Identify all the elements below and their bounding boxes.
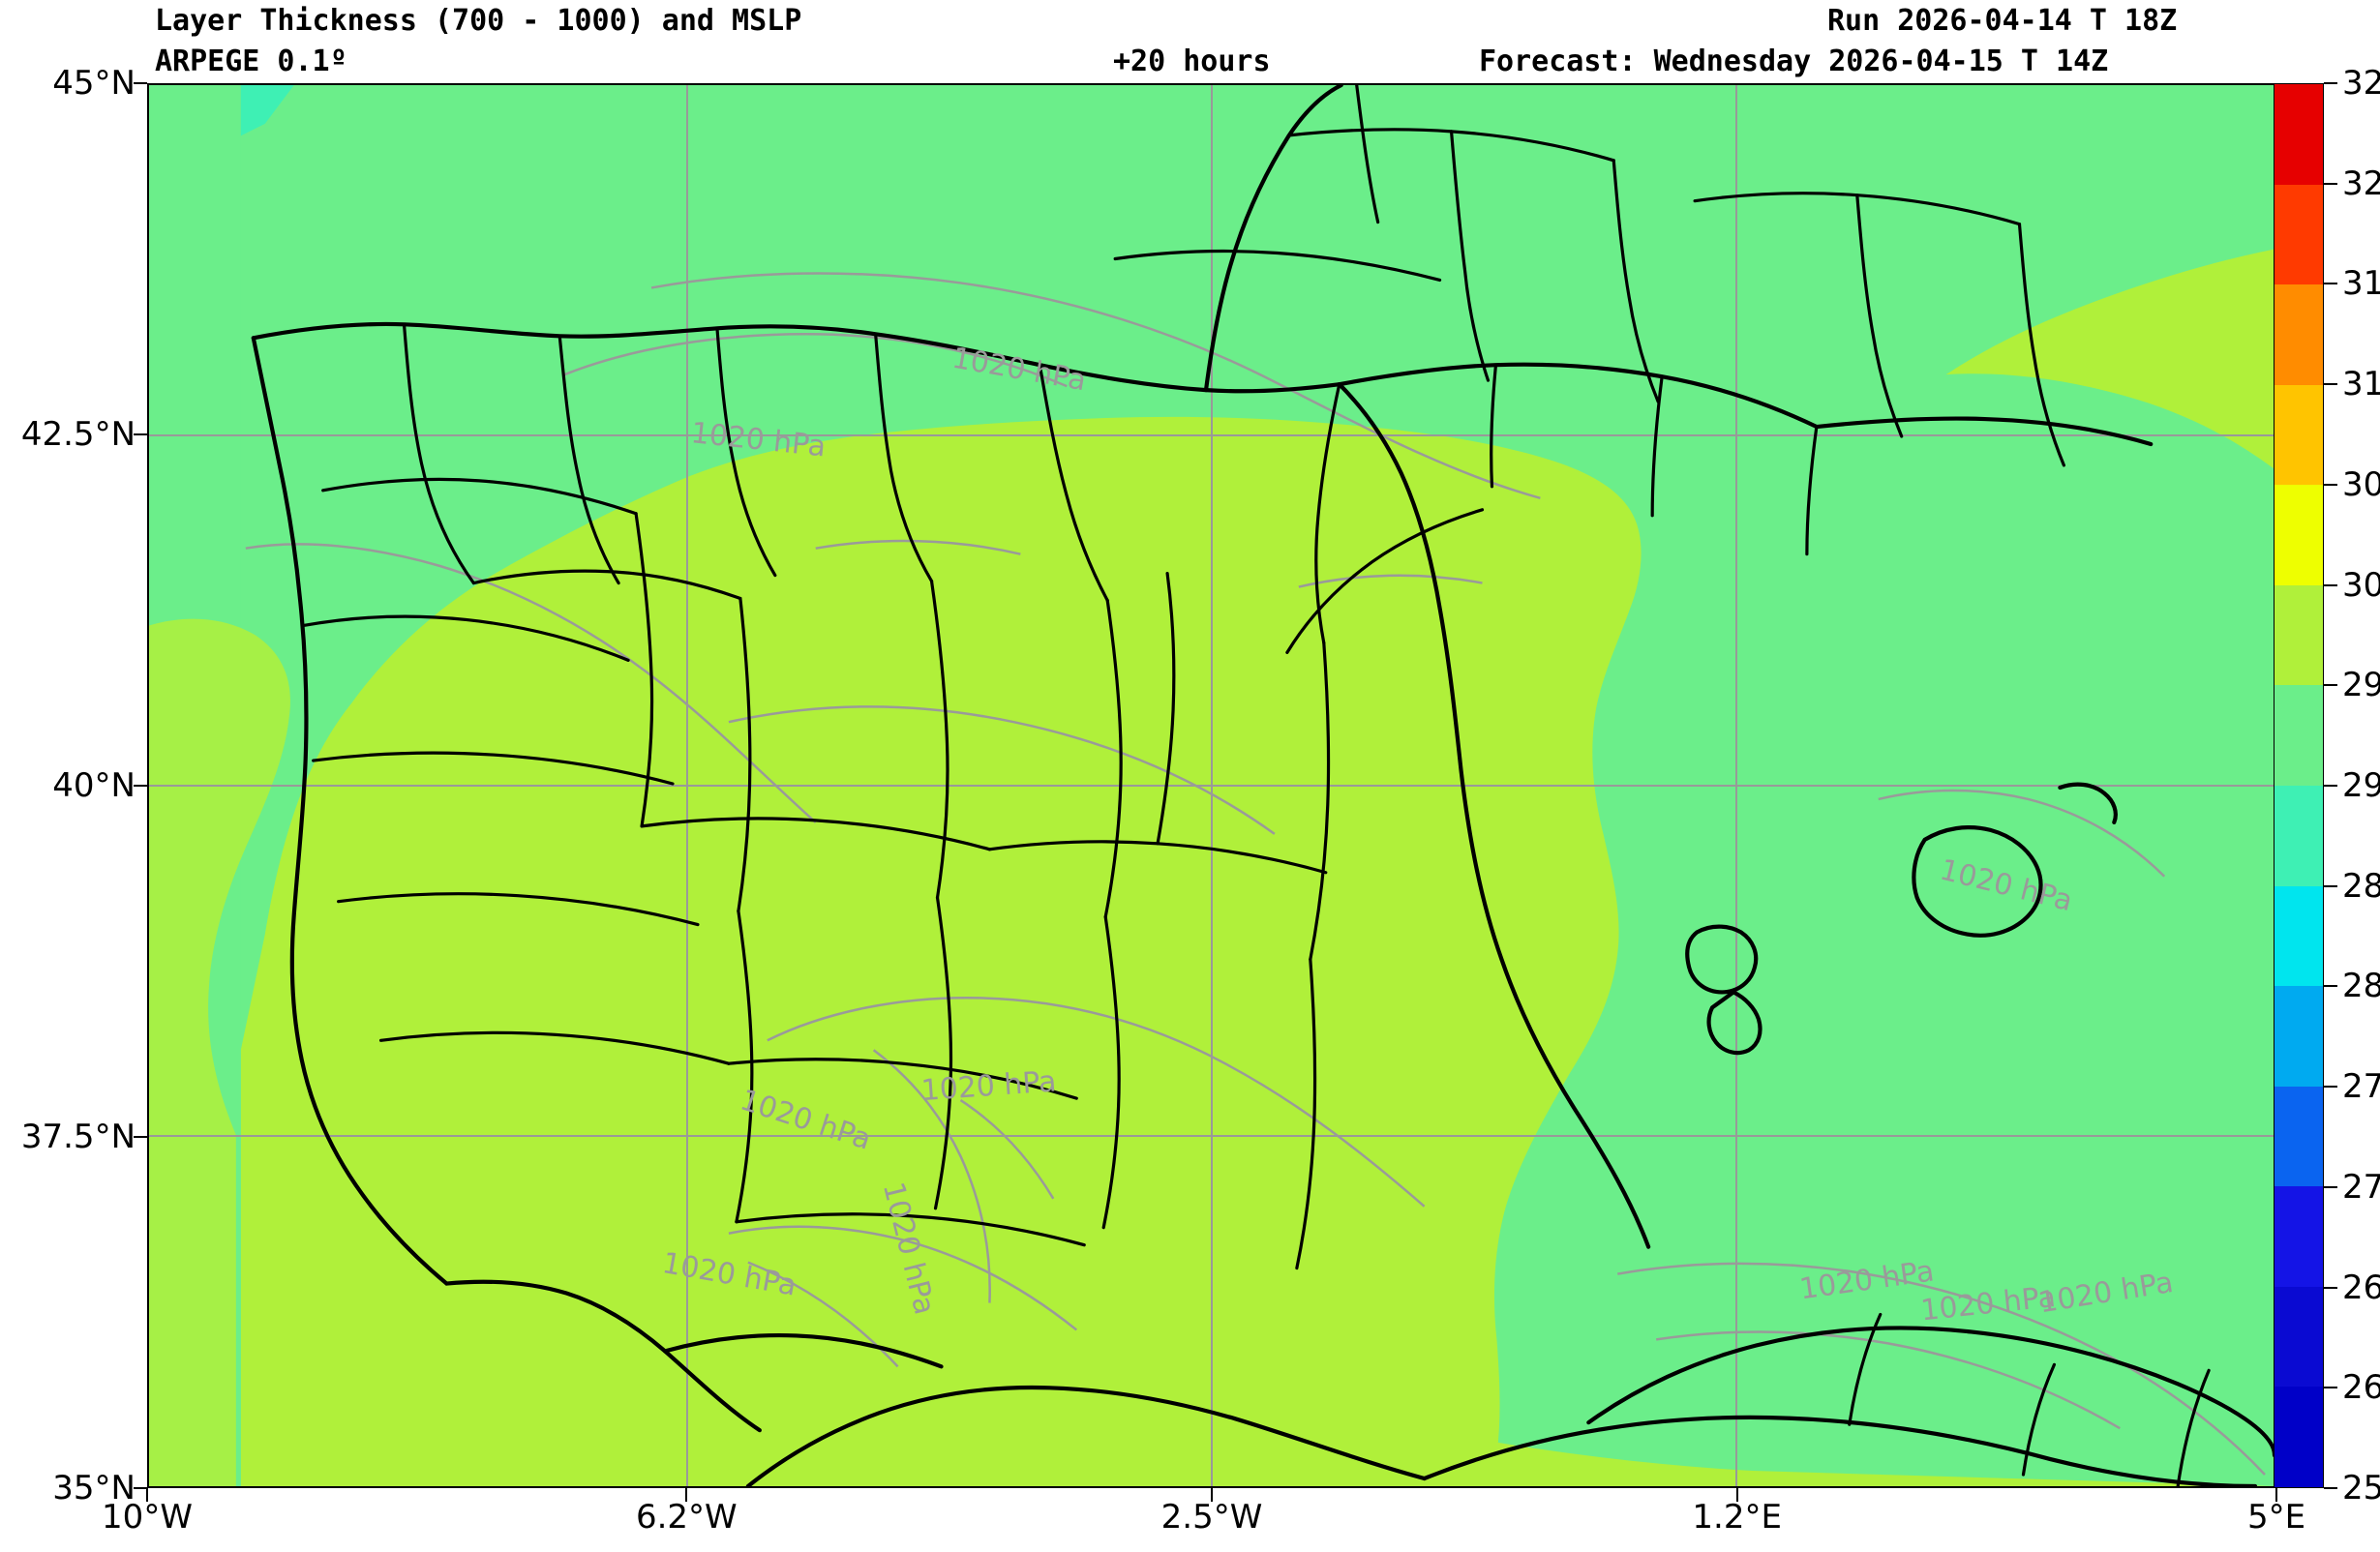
colorbar-tick-label: 255 xyxy=(2342,1469,2380,1507)
latitude-tick-mark xyxy=(134,1136,147,1138)
longitude-tick-label: 10°W xyxy=(102,1498,193,1537)
colorbar-tick-label: 325 xyxy=(2342,64,2380,103)
graticule xyxy=(149,85,2275,1486)
colorbar-tick-label: 320 xyxy=(2342,164,2380,203)
longitude-tick-label: 1.2°E xyxy=(1692,1498,1782,1537)
colorbar-tick-mark xyxy=(2324,884,2337,887)
run-time-label: Run 2026-04-14 T 18Z xyxy=(1827,4,2178,38)
colorbar-segment xyxy=(2275,885,2323,987)
latitude-tick-mark xyxy=(134,82,147,84)
colorbar-segment xyxy=(2275,1186,2323,1287)
colorbar-tick-label: 285 xyxy=(2342,866,2380,906)
colorbar-tick-label: 305 xyxy=(2342,464,2380,504)
colorbar-tick-mark xyxy=(2324,1185,2337,1188)
longitude-tick-label: 6.2°W xyxy=(635,1498,738,1537)
colorbar-tick-mark xyxy=(2324,684,2337,687)
colorbar-tick-mark xyxy=(2324,1286,2337,1289)
colorbar-segment xyxy=(2275,184,2323,285)
colorbar-tick-mark xyxy=(2324,283,2337,285)
colorbar-tick-mark xyxy=(2324,82,2337,84)
thickness-band-africa xyxy=(728,1388,2275,1486)
latitude-tick-mark xyxy=(134,433,147,435)
colorbar-segment xyxy=(2275,986,2323,1087)
latitude-tick-mark xyxy=(134,785,147,787)
colorbar-tick-label: 300 xyxy=(2342,565,2380,605)
colorbar-segment xyxy=(2275,284,2323,385)
longitude-tick-mark xyxy=(685,1488,688,1502)
forecast-time-label: Forecast: Wednesday 2026-04-15 T 14Z xyxy=(1479,45,2109,78)
colorbar-tick-mark xyxy=(2324,985,2337,988)
colorbar-tick-label: 270 xyxy=(2342,1167,2380,1207)
colorbar-tick-mark xyxy=(2324,1387,2337,1389)
colorbar-tick-mark xyxy=(2324,1086,2337,1089)
colorbar-segment xyxy=(2275,685,2323,786)
colorbar-tick-mark xyxy=(2324,785,2337,787)
latitude-tick-label: 37.5°N xyxy=(20,1118,136,1156)
colorbar-tick-label: 275 xyxy=(2342,1067,2380,1107)
mslp-contours xyxy=(245,272,2266,1476)
colorbar-tick-label: 280 xyxy=(2342,967,2380,1006)
colorbar-tick-mark xyxy=(2324,1487,2337,1489)
colorbar-segment xyxy=(2275,1286,2323,1388)
lead-time-label: +20 hours xyxy=(1113,45,1271,78)
colorbar-tick-mark xyxy=(2324,383,2337,386)
colorbar-segment xyxy=(2275,584,2323,686)
latitude-tick-label: 40°N xyxy=(52,766,136,805)
colorbar-tick-label: 290 xyxy=(2342,766,2380,805)
longitude-tick-label: 5°E xyxy=(2246,1498,2306,1537)
colorbar-tick-label: 315 xyxy=(2342,264,2380,304)
colorbar-segment xyxy=(2275,485,2323,585)
colorbar-segment xyxy=(2275,1387,2323,1487)
longitude-tick-mark xyxy=(1211,1488,1213,1502)
map-panel[interactable]: 1020 hPa 1020 hPa 1020 hPa 1020 hPa 1020… xyxy=(147,83,2276,1488)
map-layers: 1020 hPa 1020 hPa 1020 hPa 1020 hPa 1020… xyxy=(149,85,2275,1486)
colorbar-tick-label: 295 xyxy=(2342,666,2380,705)
colorbar-tick-mark xyxy=(2324,483,2337,486)
thickness-band-296 xyxy=(240,416,1642,1486)
colorbar-tick-label: 260 xyxy=(2342,1368,2380,1408)
colorbar-segment xyxy=(2275,1086,2323,1187)
thickness-band-balearic xyxy=(1945,249,2275,469)
latitude-tick-label: 35°N xyxy=(52,1469,136,1507)
colorbar-tick-mark xyxy=(2324,583,2337,586)
model-label: ARPEGE 0.1º xyxy=(155,45,347,78)
coastline-and-borders xyxy=(251,85,2275,1486)
thickness-band-atlantic-warm xyxy=(149,618,290,1486)
map-canvas: 1020 hPa 1020 hPa 1020 hPa 1020 hPa 1020… xyxy=(149,85,2275,1486)
colorbar-tick-label: 310 xyxy=(2342,365,2380,404)
longitude-tick-mark xyxy=(146,1488,148,1502)
latitude-tick-label: 45°N xyxy=(52,64,136,103)
latitude-tick-mark xyxy=(134,1487,147,1489)
colorbar-segment xyxy=(2275,84,2323,185)
colorbar[interactable] xyxy=(2274,83,2324,1488)
longitude-tick-label: 2.5°W xyxy=(1160,1498,1263,1537)
colorbar-segment xyxy=(2275,785,2323,886)
colorbar-tick-mark xyxy=(2324,182,2337,185)
latitude-tick-label: 42.5°N xyxy=(20,415,136,454)
longitude-tick-mark xyxy=(1735,1488,1738,1502)
chart-title: Layer Thickness (700 - 1000) and MSLP xyxy=(155,4,802,38)
longitude-tick-mark xyxy=(2275,1488,2277,1502)
colorbar-segment xyxy=(2275,384,2323,486)
colorbar-tick-label: 265 xyxy=(2342,1268,2380,1307)
